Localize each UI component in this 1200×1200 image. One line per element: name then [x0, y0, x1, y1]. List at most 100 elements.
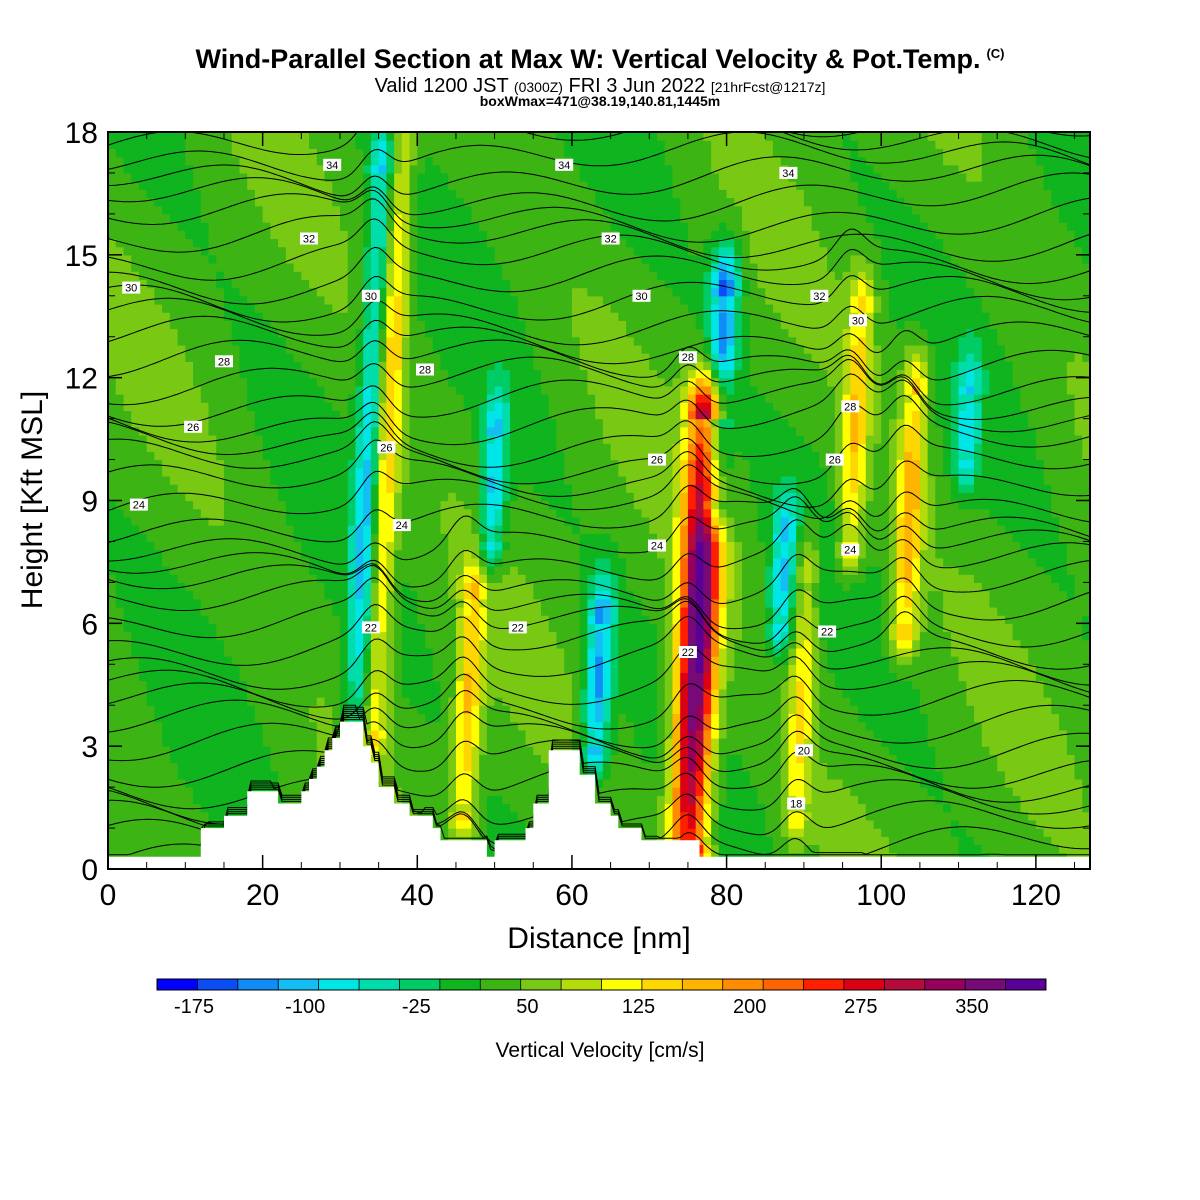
w-cell [541, 549, 550, 559]
w-cell [765, 746, 774, 755]
w-cell [788, 582, 797, 592]
w-cell [981, 754, 991, 764]
w-cell [595, 746, 604, 755]
w-cell [425, 590, 434, 600]
w-cell [610, 639, 619, 649]
w-cell [873, 729, 882, 739]
w-cell [641, 795, 650, 805]
w-cell [819, 803, 828, 813]
w-cell [819, 688, 828, 698]
w-cell [223, 623, 233, 633]
w-cell [881, 787, 890, 796]
w-cell [633, 549, 643, 559]
w-cell [626, 664, 635, 674]
w-cell [301, 672, 310, 682]
w-cell [602, 697, 612, 706]
w-cell [1074, 828, 1083, 837]
w-cell [997, 778, 1006, 788]
w-cell [1051, 672, 1060, 682]
w-cell [162, 836, 171, 846]
w-cell [865, 615, 875, 624]
w-cell [896, 680, 906, 690]
w-cell [370, 590, 380, 600]
w-cell [517, 819, 527, 829]
w-cell [796, 631, 805, 641]
w-cell [873, 615, 882, 624]
w-cell [656, 737, 666, 747]
w-cell [138, 639, 148, 649]
w-cell [633, 811, 643, 821]
w-cell [1028, 787, 1037, 796]
w-cell [316, 697, 326, 706]
w-cell [455, 647, 465, 657]
w-cell [796, 680, 805, 690]
w-cell [757, 598, 766, 608]
w-cell [394, 672, 403, 682]
w-cell [811, 705, 820, 715]
w-cell [656, 819, 666, 829]
w-cell [1082, 566, 1090, 575]
w-cell [533, 598, 542, 608]
w-cell [525, 590, 534, 600]
w-cell [834, 778, 844, 788]
w-cell [502, 664, 511, 674]
w-cell [765, 631, 774, 641]
w-cell [873, 705, 882, 715]
w-cell [958, 606, 967, 616]
w-cell [1035, 590, 1045, 600]
w-cell [896, 688, 906, 698]
w-cell [123, 819, 132, 829]
w-cell [146, 754, 155, 764]
w-cell [254, 737, 264, 747]
w-cell [571, 623, 581, 633]
w-cell [123, 598, 132, 608]
w-cell [997, 795, 1006, 805]
w-cell [409, 795, 418, 805]
w-cell [602, 664, 612, 674]
w-cell [989, 549, 998, 559]
w-cell [865, 795, 875, 805]
w-cell [656, 615, 666, 624]
w-cell [726, 688, 735, 698]
w-cell [726, 811, 735, 821]
w-cell [858, 582, 867, 592]
w-cell [656, 754, 666, 764]
w-cell [278, 688, 287, 698]
w-cell [200, 541, 210, 551]
w-cell [193, 721, 202, 731]
w-cell [409, 590, 418, 600]
w-cell [541, 566, 550, 575]
w-cell [974, 811, 983, 821]
w-cell [1043, 598, 1052, 608]
w-cell [123, 713, 132, 723]
w-cell [494, 828, 503, 837]
w-cell [610, 770, 619, 780]
w-cell [378, 729, 387, 739]
w-cell [919, 688, 929, 698]
w-cell [571, 574, 581, 583]
w-cell [602, 574, 612, 583]
w-cell [386, 713, 395, 723]
w-cell [734, 787, 743, 796]
w-cell [401, 647, 411, 657]
w-cell [618, 672, 627, 682]
w-cell [726, 566, 735, 575]
w-cell [649, 787, 658, 796]
w-cell [510, 795, 519, 805]
w-cell [1012, 737, 1022, 747]
w-cell [834, 615, 844, 624]
w-cell [440, 729, 449, 739]
w-cell [772, 557, 782, 567]
w-cell [301, 647, 310, 657]
w-cell [1051, 639, 1060, 649]
w-cell [672, 746, 681, 755]
w-cell [1004, 737, 1014, 747]
w-cell [479, 778, 488, 788]
w-cell [687, 615, 697, 624]
w-cell [943, 680, 952, 690]
w-cell [811, 557, 820, 567]
w-cell [1059, 680, 1068, 690]
w-cell [687, 590, 697, 600]
w-cell [974, 803, 983, 813]
w-cell [162, 713, 171, 723]
